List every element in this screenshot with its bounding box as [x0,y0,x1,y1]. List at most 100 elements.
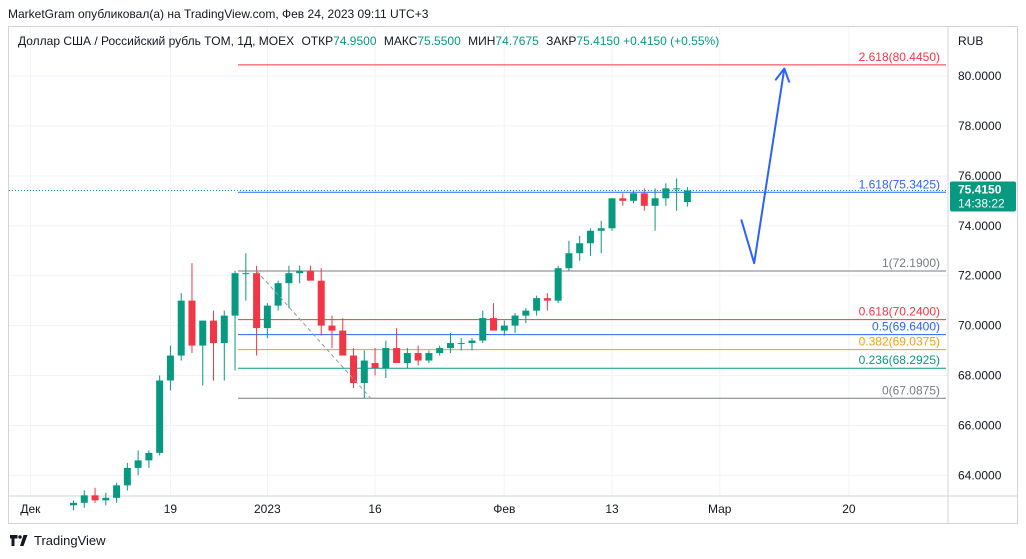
candle [673,178,681,211]
candle-body [285,273,293,284]
fibonacci-levels: 2.618(80.4450) 1.618(75.3425) 1(72.1900) 0.… [9,50,948,399]
candle [274,280,282,311]
candle [651,188,659,231]
price-tick-label: 80.0000 [958,69,1002,83]
last-price-value: 75.4150 [958,182,1002,196]
publish-info: MarketGram опубликовал(а) на TradingView… [8,7,429,21]
candle-body [166,355,174,381]
low-value: 74.7675 [495,34,539,48]
candle-body [662,188,670,199]
candle-body [500,325,508,331]
candle [242,253,250,301]
candle-body [177,300,185,356]
candle [500,320,508,336]
tradingview-brand: TradingView [34,533,106,548]
candle-body [597,228,605,231]
tradingview-footer[interactable]: TradingView [10,533,106,548]
candle-body [446,343,454,349]
candle-body [511,315,519,326]
candle-body [263,305,271,329]
candle-body [220,315,228,344]
candle-body [382,348,390,369]
candle-body [188,300,196,346]
time-tick-label: Дек [20,502,41,516]
candle-body [490,318,498,331]
candle-body [522,310,530,316]
candle [576,235,584,261]
candle [414,345,422,366]
time-tick-label: Фев [493,502,515,516]
trend-line [256,270,372,399]
price-tick-label: 74.0000 [958,219,1002,233]
symbol-name: Доллар США / Российский рубль TOM, 1Д, M… [18,34,295,48]
price-tick-label: 72.0000 [958,269,1002,283]
candle-body [328,325,336,331]
candle [339,318,347,356]
candle-body [565,253,573,269]
candle-body [425,353,433,361]
time-tick-label: 20 [842,502,856,516]
price-tick-label: 76.0000 [958,169,1002,183]
candle [188,263,196,354]
candle [490,303,498,331]
close-value: 75.4150 [576,34,620,48]
candle [113,482,121,503]
drawings [256,67,791,399]
candle [210,310,218,381]
candle-body [199,320,207,346]
candle [511,313,519,334]
candle [446,333,454,354]
candle-body [436,348,444,354]
candle-body [608,198,616,229]
time-tick-label: Мар [708,502,732,516]
grid-lines [9,27,1018,524]
candle-body [414,353,422,361]
price-tick-label: 68.0000 [958,369,1002,383]
candle [350,348,358,388]
chart-frame [8,26,1018,524]
candle-body [210,320,218,344]
price-tick-label: 78.0000 [958,119,1002,133]
candle-body [360,360,368,384]
candle [436,345,444,356]
low-label: МИН [468,34,496,48]
price-tick-label: 66.0000 [958,418,1002,432]
candle [586,228,594,256]
candle [70,500,77,511]
candle [468,338,476,351]
candle-body [576,243,584,254]
candle-body [371,363,379,369]
candle-body [457,343,465,345]
fib-level-label: 0(67.0875) [882,383,940,397]
candle [640,188,648,211]
time-tick-label: 16 [368,502,382,516]
candle [177,293,185,361]
candle [306,265,314,281]
candle [662,183,670,206]
candle-body [350,355,358,384]
fib-level-label: 1(72.1900) [882,256,940,270]
candle-body [242,273,250,275]
fib-level-label: 0.236(68.2925) [859,353,940,367]
candle-body [533,298,541,311]
candle-body [640,193,648,206]
symbol-header: Доллар США / Российский рубль TOM, 1Д, M… [18,34,719,48]
candle [253,265,261,356]
candle-body [113,485,121,498]
fib-level-label: 0.382(69.0375) [859,335,940,349]
open-value: 74.9500 [333,34,377,48]
price-tick-label: 64.0000 [958,468,1002,482]
candle [608,198,616,231]
arrow-head-icon [774,67,791,83]
candle-body [91,495,99,501]
candle-body [651,198,659,206]
candle-body [619,198,627,201]
projection-path [740,68,786,265]
time-tick-label: 13 [605,502,619,516]
candle-body [102,497,110,501]
high-value: 75.5500 [417,34,461,48]
candle [91,487,99,503]
candle-body [231,273,239,316]
candle-body [339,330,347,356]
